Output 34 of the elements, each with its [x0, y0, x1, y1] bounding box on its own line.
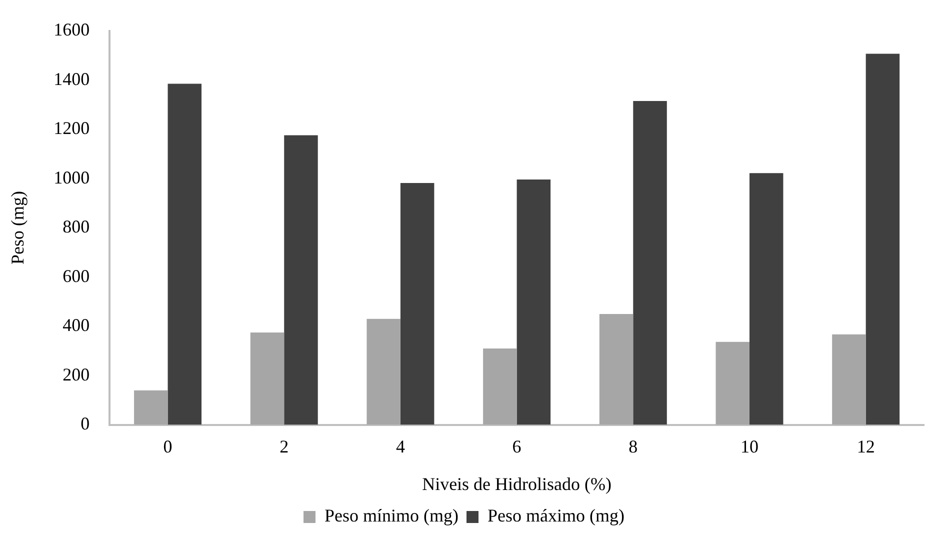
bar: [168, 84, 202, 425]
bar: [633, 100, 667, 425]
x-tick-label: 8: [628, 436, 638, 456]
y-tick-label: 1200: [54, 118, 90, 138]
bar: [400, 182, 434, 425]
legend-label: Peso mínimo (mg): [324, 506, 459, 526]
x-tick-label: 6: [512, 436, 522, 456]
y-tick-label: 600: [62, 266, 90, 286]
y-tick-label: 1400: [54, 68, 90, 89]
x-tick-label: 12: [856, 436, 875, 456]
x-tick-label: 4: [396, 436, 405, 456]
bar: [366, 318, 400, 425]
y-tick-label: 1600: [54, 20, 90, 40]
bar: [832, 334, 866, 425]
bar: [284, 135, 318, 425]
y-tick-label: 200: [62, 364, 90, 384]
y-tick-label: 0: [80, 414, 90, 434]
x-tick-label: 2: [280, 436, 289, 456]
x-tick-label: 10: [740, 436, 758, 456]
bar: [716, 342, 750, 425]
bar: [483, 348, 517, 425]
y-axis-title: Peso (mg): [8, 191, 28, 265]
legend-label: Peso máximo (mg): [488, 506, 625, 526]
bar: [250, 332, 284, 425]
y-tick-label: 1000: [54, 167, 90, 188]
y-tick-label: 400: [62, 315, 90, 336]
bar: [516, 180, 551, 425]
bar: [866, 54, 900, 425]
y-tick-label: 800: [62, 216, 90, 237]
bar: [134, 390, 168, 425]
x-tick-label: 0: [163, 436, 172, 456]
bar: [749, 173, 784, 425]
bar: [599, 314, 634, 425]
x-axis-title: Niveis de Hidrolisado (%): [422, 474, 612, 494]
